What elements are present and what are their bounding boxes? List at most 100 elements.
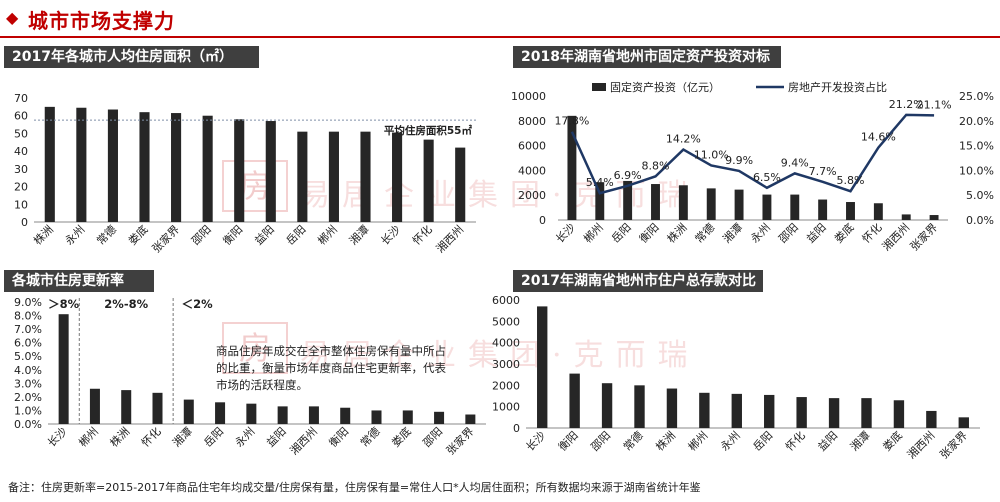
x-tick-label: 郴州: [76, 424, 101, 449]
y-tick-label: 8.0%: [14, 310, 42, 323]
x-tick-label: 株洲: [664, 220, 689, 245]
x-tick-label: 株洲: [107, 424, 132, 449]
x-tick-label: 长沙: [45, 425, 70, 450]
x-tick-label: 常德: [94, 222, 119, 247]
data-label: 9.9%: [725, 154, 753, 167]
y-tick-label: 5.0%: [14, 350, 42, 363]
group-label: ＜2%: [182, 297, 214, 311]
bar: [465, 414, 476, 424]
x-tick-label: 张家界: [907, 220, 940, 253]
y-tick-label-right: 15.0%: [959, 140, 994, 153]
panel-title-deposit: 2017年湖南省地州市住户总存款对比: [513, 270, 763, 292]
y-tick-label: 3.0%: [14, 377, 42, 390]
x-tick-label: 郴州: [685, 428, 710, 453]
y-tick-label: 60: [14, 110, 28, 123]
data-label: 9.4%: [781, 156, 809, 169]
y-tick-label: 10: [14, 198, 28, 211]
bar: [873, 203, 883, 220]
y-tick-label: 0.0%: [14, 418, 42, 431]
data-label: 6.9%: [614, 169, 642, 182]
bar: [731, 393, 742, 428]
x-tick-label: 益阳: [263, 424, 288, 449]
watermark-logo: 房: [222, 322, 288, 374]
data-label: 14.2%: [666, 133, 701, 146]
x-tick-label: 株洲: [30, 222, 55, 247]
bar: [434, 411, 445, 424]
x-tick-label: 娄底: [880, 428, 905, 453]
bar: [623, 180, 633, 220]
x-tick-label: 郴州: [315, 222, 340, 247]
y-tick-label: 30: [14, 163, 28, 176]
chart-fixed-investment: 0 2000 4000 6000 8000 10000 0.0% 5.0% 10.0% 15.0%…: [511, 80, 994, 253]
bar: [861, 398, 872, 428]
series-line: [570, 113, 935, 195]
x-tick-label: 湘西州: [904, 428, 937, 461]
y-tick-label: 6000: [492, 294, 520, 307]
y-tick-label: 0: [513, 422, 520, 435]
bar: [569, 373, 580, 428]
chart-renewal-rate: 0.0%1.0%2.0%3.0%4.0%5.0%6.0%7.0%8.0%9.0%…: [14, 296, 486, 457]
y-tick-label: 2.0%: [14, 391, 42, 404]
chart-deposits: 0 1000 2000 3000 4000 5000 6000 长沙 衡阳 邵阳 常德 株洲 郴州 永州岳…: [492, 294, 980, 461]
bar: [764, 394, 775, 428]
bar: [246, 403, 257, 424]
bar: [926, 410, 937, 428]
data-label: 5.8%: [837, 174, 865, 187]
y-tick-label-left: 6000: [518, 140, 546, 153]
bar: [328, 131, 339, 222]
x-tick-label: 邵阳: [588, 429, 613, 454]
bar: [277, 406, 288, 424]
y-tick-label-left: 8000: [518, 115, 546, 128]
y-tick-label: 2000: [492, 379, 520, 392]
x-tick-label: 邵阳: [776, 221, 801, 246]
x-tick-label: 郴州: [580, 220, 605, 245]
data-label: 17.8%: [554, 115, 589, 128]
x-tick-label: 长沙: [524, 429, 549, 454]
average-label: 平均住房面积55㎡: [384, 124, 473, 137]
x-tick-label: 衡阳: [556, 429, 581, 454]
bar: [828, 398, 840, 428]
x-tick-label: 娄底: [125, 222, 150, 247]
data-label: 7.7%: [809, 165, 837, 178]
y-tick-label-left: 0: [539, 214, 546, 227]
bar: [121, 390, 132, 424]
bar: [818, 199, 828, 220]
x-tick-label: 长沙: [378, 223, 403, 248]
bar: [455, 147, 466, 222]
y-tick-label-left: 10000: [511, 90, 546, 103]
x-tick-label: 长沙: [553, 221, 578, 246]
x-tick-label: 怀化: [409, 222, 434, 247]
data-label: 21.1%: [917, 98, 952, 111]
x-tick-label: 湘潭: [169, 424, 194, 449]
legend-label-line: 房地产开发投资占比: [788, 80, 887, 94]
y-tick-label: 1000: [492, 401, 520, 414]
x-tick-label: 永州: [232, 424, 257, 449]
bar: [634, 385, 645, 428]
bar: [402, 410, 413, 424]
x-tick-label: 怀化: [782, 428, 807, 453]
x-tick-label: 邵阳: [420, 425, 445, 450]
header-divider: [0, 36, 1000, 38]
x-tick-label: 张家界: [937, 428, 970, 461]
x-tick-label: 岳阳: [609, 221, 634, 246]
y-tick-label: 5000: [492, 315, 520, 328]
watermark-logo: 房: [222, 160, 288, 212]
bar: [893, 400, 905, 428]
data-label: 8.8%: [642, 159, 670, 172]
y-tick-label-left: 4000: [518, 164, 546, 177]
data-label: 14.6%: [861, 131, 896, 144]
y-tick-label: 4.0%: [14, 364, 42, 377]
renewal-description: 商品住房年成交在全市整体住房保有量中所占的比重，衡量市场年度商品住宅更新率，代表…: [216, 344, 446, 392]
y-tick-label: 9.0%: [14, 296, 42, 309]
panel-title-renew: 各城市住房更新率: [4, 270, 154, 292]
bar: [183, 399, 194, 424]
bar: [44, 106, 55, 222]
bar: [567, 115, 577, 220]
bar: [699, 392, 710, 428]
footnote: 备注：住房更新率=2015-2017年商品住宅年均成交量/住房保有量，住房保有量…: [8, 481, 701, 494]
page-title: 城市市场支撑力: [28, 9, 175, 33]
y-tick-label-right: 20.0%: [959, 115, 994, 128]
x-tick-label: 株洲: [653, 428, 678, 453]
bar: [234, 119, 245, 222]
x-tick-label: 益阳: [803, 220, 828, 245]
